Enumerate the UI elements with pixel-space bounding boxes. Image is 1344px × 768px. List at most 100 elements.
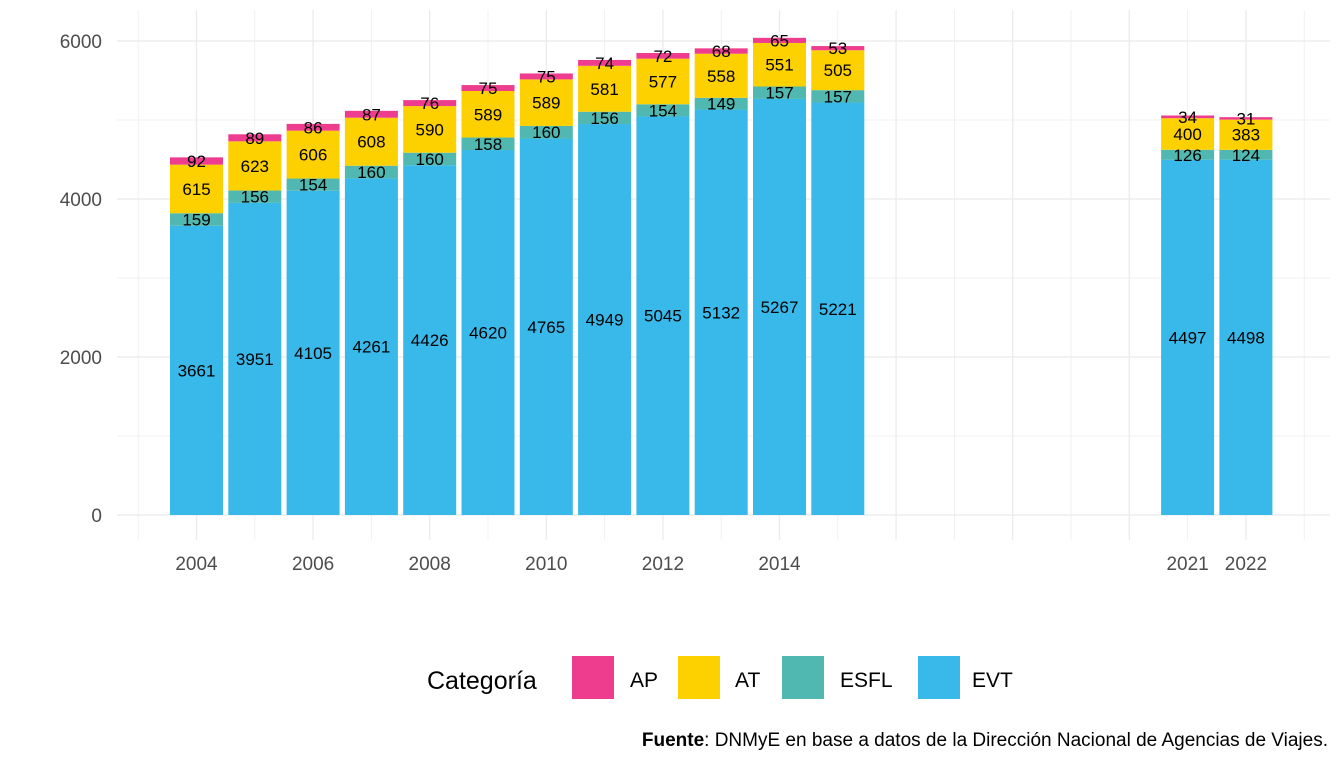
x-tick-label: 2021 [1166,554,1208,575]
bar-evt-2010 [519,138,573,515]
y-axis: 0 2000 4000 6000 [60,32,102,527]
x-tick-label: 2012 [642,554,684,575]
data-label-esfl-2013: 149 [707,95,735,114]
bar-at-2022 [1219,119,1273,150]
bars [170,37,1273,516]
data-label-at-2022: 383 [1232,126,1260,145]
x-tick-label: 2006 [292,554,334,575]
data-label-evt-2012: 5045 [644,307,682,326]
bar-at-2021 [1161,118,1215,150]
bar-evt-2021 [1161,159,1215,515]
bar-ap-2015 [811,46,865,51]
data-label-esfl-2008: 160 [416,150,444,169]
bar-at-2012 [636,58,690,105]
data-label-at-2010: 589 [532,94,560,113]
x-tick-label: 2022 [1225,554,1267,575]
bar-at-2009 [461,91,515,138]
legend-key-evt [918,656,960,699]
data-label-evt-2007: 4261 [352,338,390,357]
bar-ap-2005 [228,134,282,142]
data-label-at-2004: 615 [182,180,210,199]
data-label-esfl-2006: 154 [299,176,327,195]
data-label-at-2021: 400 [1173,125,1201,144]
data-label-esfl-2012: 154 [649,101,677,120]
data-label-ap-2008: 76 [420,94,439,113]
bar-evt-2013 [694,109,748,516]
data-label-at-2006: 606 [299,146,327,165]
x-tick-label: 2008 [409,554,451,575]
data-label-ap-2005: 89 [245,129,264,148]
bar-ap-2004 [170,157,223,165]
bar-at-2006 [286,130,340,179]
data-label-ap-2014: 65 [770,31,789,50]
data-label-esfl-2009: 158 [474,135,502,154]
y-tick-label: 4000 [60,190,102,211]
data-label-evt-2010: 4765 [527,318,565,337]
bar-evt-2012 [636,116,690,515]
data-label-ap-2009: 75 [479,79,498,98]
data-labels: 3661 159 615 92 3951 156 623 89 4105 154 606 86 4261… [178,31,1265,380]
bar-evt-2022 [1219,159,1273,515]
legend: Categoría AP AT ESFL EVT [427,656,1013,699]
data-label-at-2011: 581 [590,80,618,99]
data-label-esfl-2014: 157 [765,84,793,103]
data-label-at-2013: 558 [707,67,735,86]
data-label-at-2012: 577 [649,72,677,91]
x-tick-label: 2004 [175,554,218,575]
data-label-ap-2010: 75 [537,67,556,86]
data-label-evt-2004: 3661 [178,361,216,380]
bar-ap-2010 [519,73,573,80]
data-label-ap-2011: 74 [595,54,614,73]
legend-label-ap: AP [630,669,658,692]
data-label-evt-2015: 5221 [819,300,857,319]
data-label-esfl-2011: 156 [590,109,618,128]
x-tick-label: 2014 [758,554,801,575]
data-label-at-2008: 590 [416,120,444,139]
data-label-at-2005: 623 [241,157,269,176]
data-label-at-2014: 551 [765,56,793,75]
data-label-ap-2004: 92 [187,152,206,171]
data-label-evt-2008: 4426 [411,331,449,350]
bar-at-2014 [753,42,806,87]
bar-esfl-2021 [1161,149,1215,160]
bar-evt-2006 [286,190,340,515]
x-axis: 2004 2006 2008 2010 2012 2014 2021 2022 [175,554,1267,575]
bar-esfl-2010 [519,125,573,139]
bar-esfl-2011 [578,111,632,125]
source-caption-bold: Fuente [641,730,705,751]
bar-ap-2008 [403,100,457,107]
data-label-at-2007: 608 [357,133,385,152]
data-label-ap-2006: 86 [304,118,323,137]
bar-ap-2009 [461,85,515,92]
data-label-evt-2021: 4497 [1169,328,1207,347]
data-label-ap-2021: 34 [1178,108,1197,127]
bar-esfl-2009 [461,137,515,151]
data-label-esfl-2004: 159 [182,211,210,230]
bar-ap-2021 [1161,115,1215,119]
data-label-esfl-2022: 124 [1232,146,1260,165]
data-label-esfl-2015: 157 [824,87,852,106]
data-label-evt-2022: 4498 [1227,328,1265,347]
legend-label-esfl: ESFL [840,669,893,692]
data-label-esfl-2010: 160 [532,123,560,142]
data-label-ap-2022: 31 [1236,109,1255,128]
data-label-evt-2013: 5132 [702,303,740,322]
data-label-evt-2014: 5267 [761,298,799,317]
bar-evt-2011 [578,124,632,516]
bar-ap-2012 [636,53,690,59]
data-label-ap-2015: 53 [828,39,847,58]
bar-evt-2014 [753,98,806,516]
bar-at-2011 [578,65,632,112]
bar-esfl-2015 [811,90,865,103]
legend-title: Categoría [427,667,537,695]
bar-ap-2013 [694,48,748,54]
bar-at-2010 [519,79,573,126]
bar-evt-2015 [811,102,865,515]
data-label-ap-2013: 68 [712,42,731,61]
bar-esfl-2013 [694,97,748,110]
data-label-esfl-2007: 160 [357,163,385,182]
bar-esfl-2005 [228,190,282,203]
data-label-evt-2006: 4105 [294,344,332,363]
bar-esfl-2022 [1219,149,1273,160]
bar-esfl-2007 [344,165,398,179]
